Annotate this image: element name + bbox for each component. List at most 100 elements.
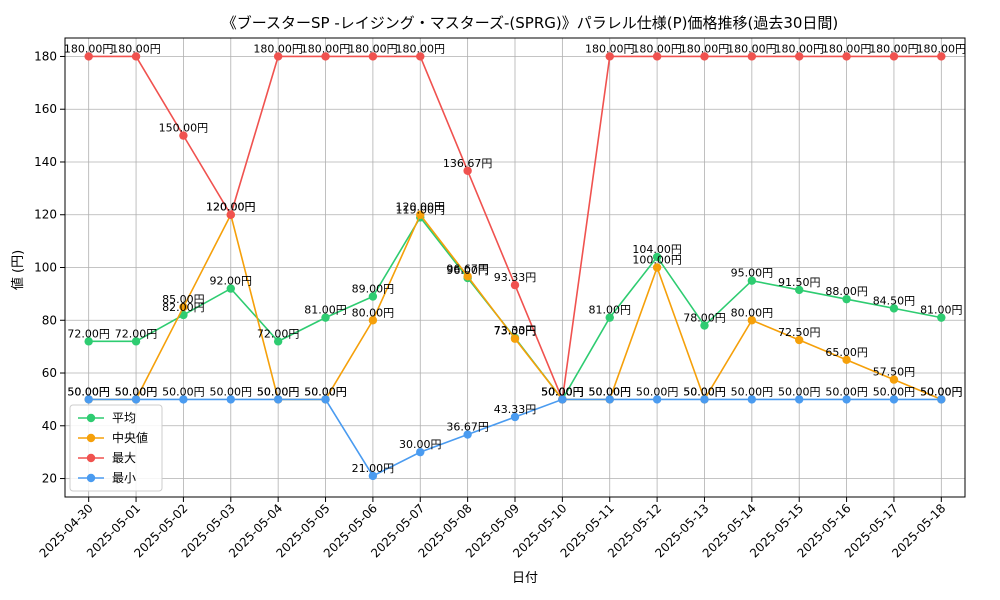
data-label: 81.00円 [920,304,963,317]
data-label: 57.50円 [873,366,916,379]
data-point [795,395,804,404]
data-label: 100.00円 [632,254,682,267]
data-label: 50.00円 [588,385,631,398]
data-point [889,304,899,313]
data-point [416,52,425,61]
y-tick-label: 40 [42,419,57,433]
y-tick-label: 180 [34,49,57,63]
legend-label: 平均 [112,411,136,425]
data-point [463,272,472,281]
data-label: 136.67円 [443,157,493,170]
data-label: 73.33円 [494,324,537,337]
data-label: 50.00円 [304,385,347,398]
grid-layer [65,38,965,497]
data-label: 50.00円 [115,385,158,398]
data-label: 89.00円 [352,283,395,296]
data-point [321,313,330,322]
legend-swatch-marker [86,473,96,483]
data-label: 85.00円 [162,293,205,306]
data-point [463,166,472,175]
data-label: 50.00円 [115,385,158,398]
data-label: 50.00円 [920,385,963,398]
data-label: 180.00円 [680,42,730,55]
data-point [842,395,851,404]
data-label: 180.00円 [774,42,824,55]
legend-box [69,404,163,492]
data-label: 50.00円 [162,385,205,398]
data-label: 50.00円 [778,385,821,398]
data-point [416,447,425,457]
data-label: 180.00円 [822,42,872,55]
data-point [652,395,662,404]
data-label: 120.00円 [206,201,256,214]
data-label: 21.00円 [352,462,395,475]
data-label: 50.00円 [304,385,347,398]
data-label: 180.00円 [917,42,967,55]
data-label: 84.50円 [873,294,916,307]
data-point [937,313,946,322]
data-point [131,395,141,404]
data-label: 50.00円 [920,385,963,398]
data-label: 150.00円 [159,122,209,135]
data-point [368,471,378,481]
data-point [273,52,283,61]
data-label: 120.00円 [206,201,256,214]
data-label: 50.00円 [67,385,110,398]
y-tick-label: 80 [42,313,57,327]
y-tick-label: 60 [42,366,57,380]
data-point [889,375,899,384]
y-tick-label: 100 [34,261,57,275]
data-label: 65.00円 [825,346,868,359]
data-label: 88.00円 [825,285,868,298]
data-point [321,52,330,61]
data-label: 50.00円 [67,385,110,398]
data-label: 50.00円 [873,385,916,398]
data-point [84,52,93,61]
data-point [131,52,141,61]
data-label: 180.00円 [869,42,919,55]
data-point [605,313,614,322]
data-label: 81.00円 [304,304,347,317]
data-point [226,284,235,293]
data-label: 72.00円 [67,327,110,340]
data-label: 50.00円 [731,385,774,398]
legend-entry: 中央値 [78,430,148,445]
chart-title: 《ブースターSP -レイジング・マスターズ-(SPRG)》パラレル仕様(P)価格… [222,14,839,32]
y-tick-label: 160 [34,102,57,116]
data-point [321,395,330,404]
data-label: 180.00円 [111,42,161,55]
data-point [700,52,709,61]
data-label: 72.00円 [115,327,158,340]
data-label: 180.00円 [348,42,398,55]
data-label: 50.00円 [210,385,253,398]
y-axis-title: 値 (円) [10,250,26,290]
data-label: 104.00円 [632,243,682,256]
data-label: 180.00円 [585,42,635,55]
data-point [558,395,567,404]
data-label: 81.00円 [588,304,631,317]
data-point [226,395,235,404]
legend-label: 最小 [112,471,136,485]
data-label: 180.00円 [64,42,114,55]
data-label: 50.00円 [541,385,584,398]
data-point [510,412,520,422]
legend-entry: 平均 [78,411,136,425]
data-point [747,316,757,325]
data-point [368,316,378,325]
data-label: 73.00円 [494,325,537,338]
data-point [179,395,188,404]
data-label-layer: 72.00円 72.00円 82.00円 92.00円 72.00円 81.00円 89.0… [64,42,966,474]
data-label: 50.00円 [636,385,679,398]
data-point [842,52,851,61]
data-label: 96.67円 [446,262,489,275]
data-label: 180.00円 [632,42,682,55]
series-layer [84,52,946,481]
data-point [605,395,614,404]
data-label: 95.00円 [731,267,774,280]
data-point [747,276,757,285]
data-label: 180.00円 [301,42,351,55]
y-tick-label: 20 [42,472,57,486]
data-label: 72.00円 [257,327,300,340]
